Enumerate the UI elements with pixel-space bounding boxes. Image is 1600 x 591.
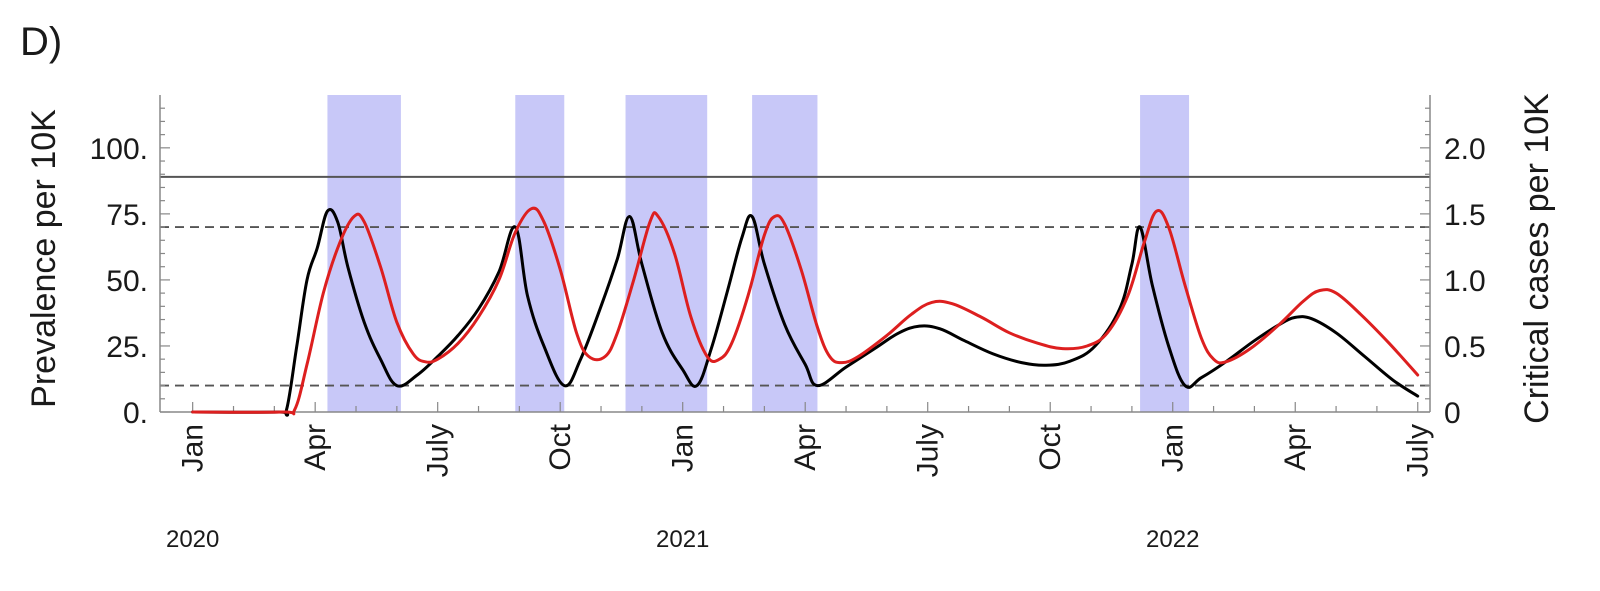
y-right-tick-label: 0.5 bbox=[1444, 331, 1486, 364]
y-axis-left-title: Prevalence per 10K bbox=[25, 109, 63, 408]
x-tick-label: July bbox=[1402, 424, 1435, 477]
x-tick-label: Jan bbox=[667, 424, 700, 472]
x-tick-label: Jan bbox=[1157, 424, 1190, 472]
x-tick-label: Apr bbox=[789, 424, 822, 471]
series-lines bbox=[191, 206, 1420, 417]
y-left-tick-label: 100. bbox=[90, 133, 148, 166]
x-tick-label: Apr bbox=[1279, 424, 1312, 471]
axes bbox=[159, 95, 1431, 413]
y-left-tick-label: 25. bbox=[106, 331, 148, 364]
x-tick-label: Jan bbox=[177, 424, 210, 472]
x-tick-label: July bbox=[422, 424, 455, 477]
panel-label: D) bbox=[20, 20, 62, 64]
year-label: 2022 bbox=[1146, 526, 1199, 553]
shaded-interval-4 bbox=[1140, 95, 1190, 412]
y-right-tick-label: 0 bbox=[1444, 397, 1461, 430]
y-left-tick-label: 75. bbox=[106, 199, 148, 232]
tick-labels: Jan Apr July Oct Jan Apr July Oct Jan Apr July 2020… bbox=[90, 133, 1486, 553]
year-label: 2021 bbox=[656, 526, 709, 553]
y-right-tick-label: 1.0 bbox=[1444, 265, 1486, 298]
x-tick-label: Apr bbox=[299, 424, 332, 471]
y-axis-right-title: Critical cases per 10K bbox=[1518, 93, 1556, 424]
shaded-interval-0 bbox=[327, 95, 401, 412]
x-tick-label: Oct bbox=[544, 423, 577, 470]
y-right-tick-label: 2.0 bbox=[1444, 133, 1486, 166]
x-tick-label: July bbox=[912, 424, 945, 477]
y-right-tick-label: 1.5 bbox=[1444, 199, 1486, 232]
series-line-0 bbox=[191, 208, 1420, 417]
y-left-tick-label: 0. bbox=[123, 397, 148, 430]
y-left-tick-label: 50. bbox=[106, 265, 148, 298]
x-tick-label: Oct bbox=[1034, 423, 1067, 470]
year-label: 2020 bbox=[166, 526, 219, 553]
series-line-1 bbox=[191, 206, 1420, 416]
reference-lines bbox=[160, 175, 1430, 387]
